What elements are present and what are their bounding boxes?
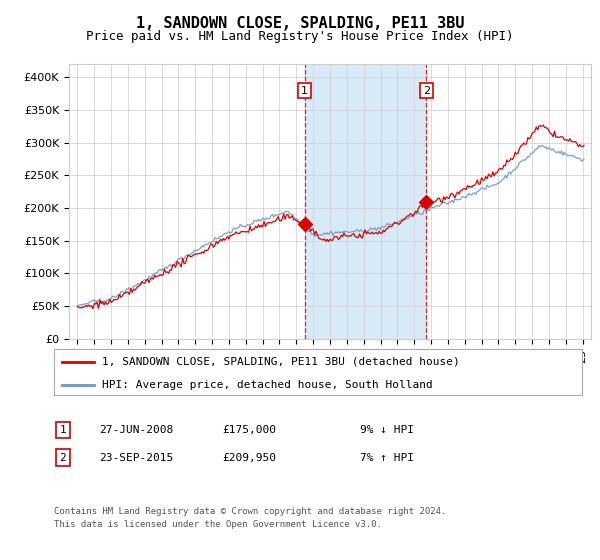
Text: Price paid vs. HM Land Registry's House Price Index (HPI): Price paid vs. HM Land Registry's House …	[86, 30, 514, 44]
Text: £175,000: £175,000	[222, 425, 276, 435]
Text: 9% ↓ HPI: 9% ↓ HPI	[360, 425, 414, 435]
Bar	[305, 64, 427, 339]
Text: HPI: Average price, detached house, South Holland: HPI: Average price, detached house, Sout…	[101, 380, 432, 390]
Text: 1, SANDOWN CLOSE, SPALDING, PE11 3BU (detached house): 1, SANDOWN CLOSE, SPALDING, PE11 3BU (de…	[101, 357, 459, 367]
Text: 2: 2	[59, 452, 67, 463]
Text: Contains HM Land Registry data © Crown copyright and database right 2024.
This d: Contains HM Land Registry data © Crown c…	[54, 507, 446, 529]
Text: 27-JUN-2008: 27-JUN-2008	[99, 425, 173, 435]
Text: £209,950: £209,950	[222, 452, 276, 463]
Text: 23-SEP-2015: 23-SEP-2015	[99, 452, 173, 463]
Text: 1: 1	[59, 425, 67, 435]
Text: 1, SANDOWN CLOSE, SPALDING, PE11 3BU: 1, SANDOWN CLOSE, SPALDING, PE11 3BU	[136, 16, 464, 31]
Text: 2: 2	[423, 86, 430, 96]
Text: 7% ↑ HPI: 7% ↑ HPI	[360, 452, 414, 463]
Text: 1: 1	[301, 86, 308, 96]
